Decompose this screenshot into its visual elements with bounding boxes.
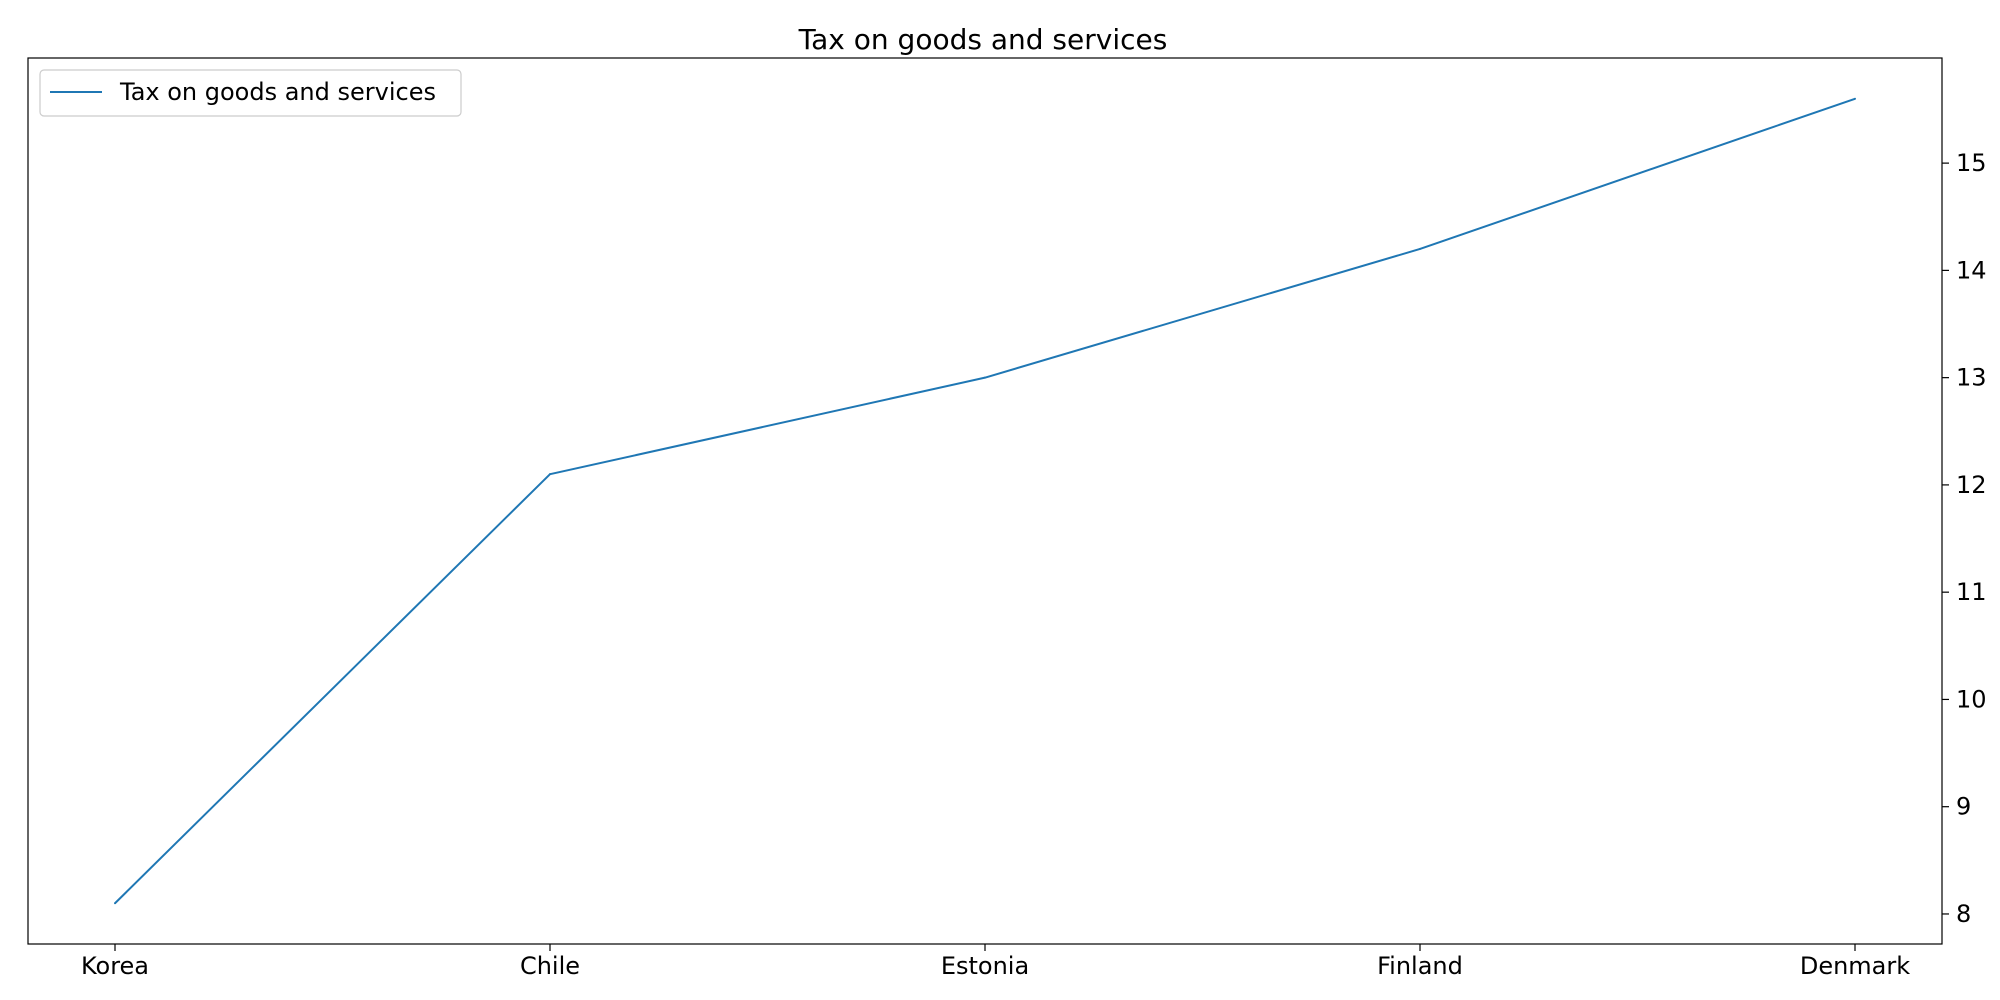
x-axis: Korea Chile Estonia Finland Denmark [81,944,1910,980]
data-point [984,376,986,379]
x-tick-label: Finland [1377,952,1463,980]
x-tick-label: Denmark [1800,952,1910,980]
chart-title: Tax on goods and services [798,23,1168,56]
x-tick-label: Estonia [941,952,1029,980]
series-layer [114,97,1856,905]
series-line [114,97,1856,904]
y-tick-label: 15 [1956,149,1987,177]
y-tick-label: 9 [1956,793,1971,821]
y-tick-label: 8 [1956,900,1971,928]
y-tick-label: 14 [1956,256,1987,284]
legend-label: Tax on goods and services [119,78,436,106]
legend-box [39,69,462,117]
data-point [549,473,551,476]
plot-area [27,57,1943,945]
x-tick-label: Korea [81,952,149,980]
y-tick-label: 10 [1956,685,1987,713]
y-tick-label: 12 [1956,471,1987,499]
y-tick-label: 11 [1956,578,1987,606]
x-tick-label: Chile [520,952,580,980]
y-axis: 8 9 10 11 12 13 14 15 [1942,149,1987,928]
data-point [1419,247,1421,250]
data-point [114,902,116,905]
data-point [1854,97,1856,100]
y-tick-label: 13 [1956,364,1987,392]
legend: Tax on goods and services [39,69,462,117]
